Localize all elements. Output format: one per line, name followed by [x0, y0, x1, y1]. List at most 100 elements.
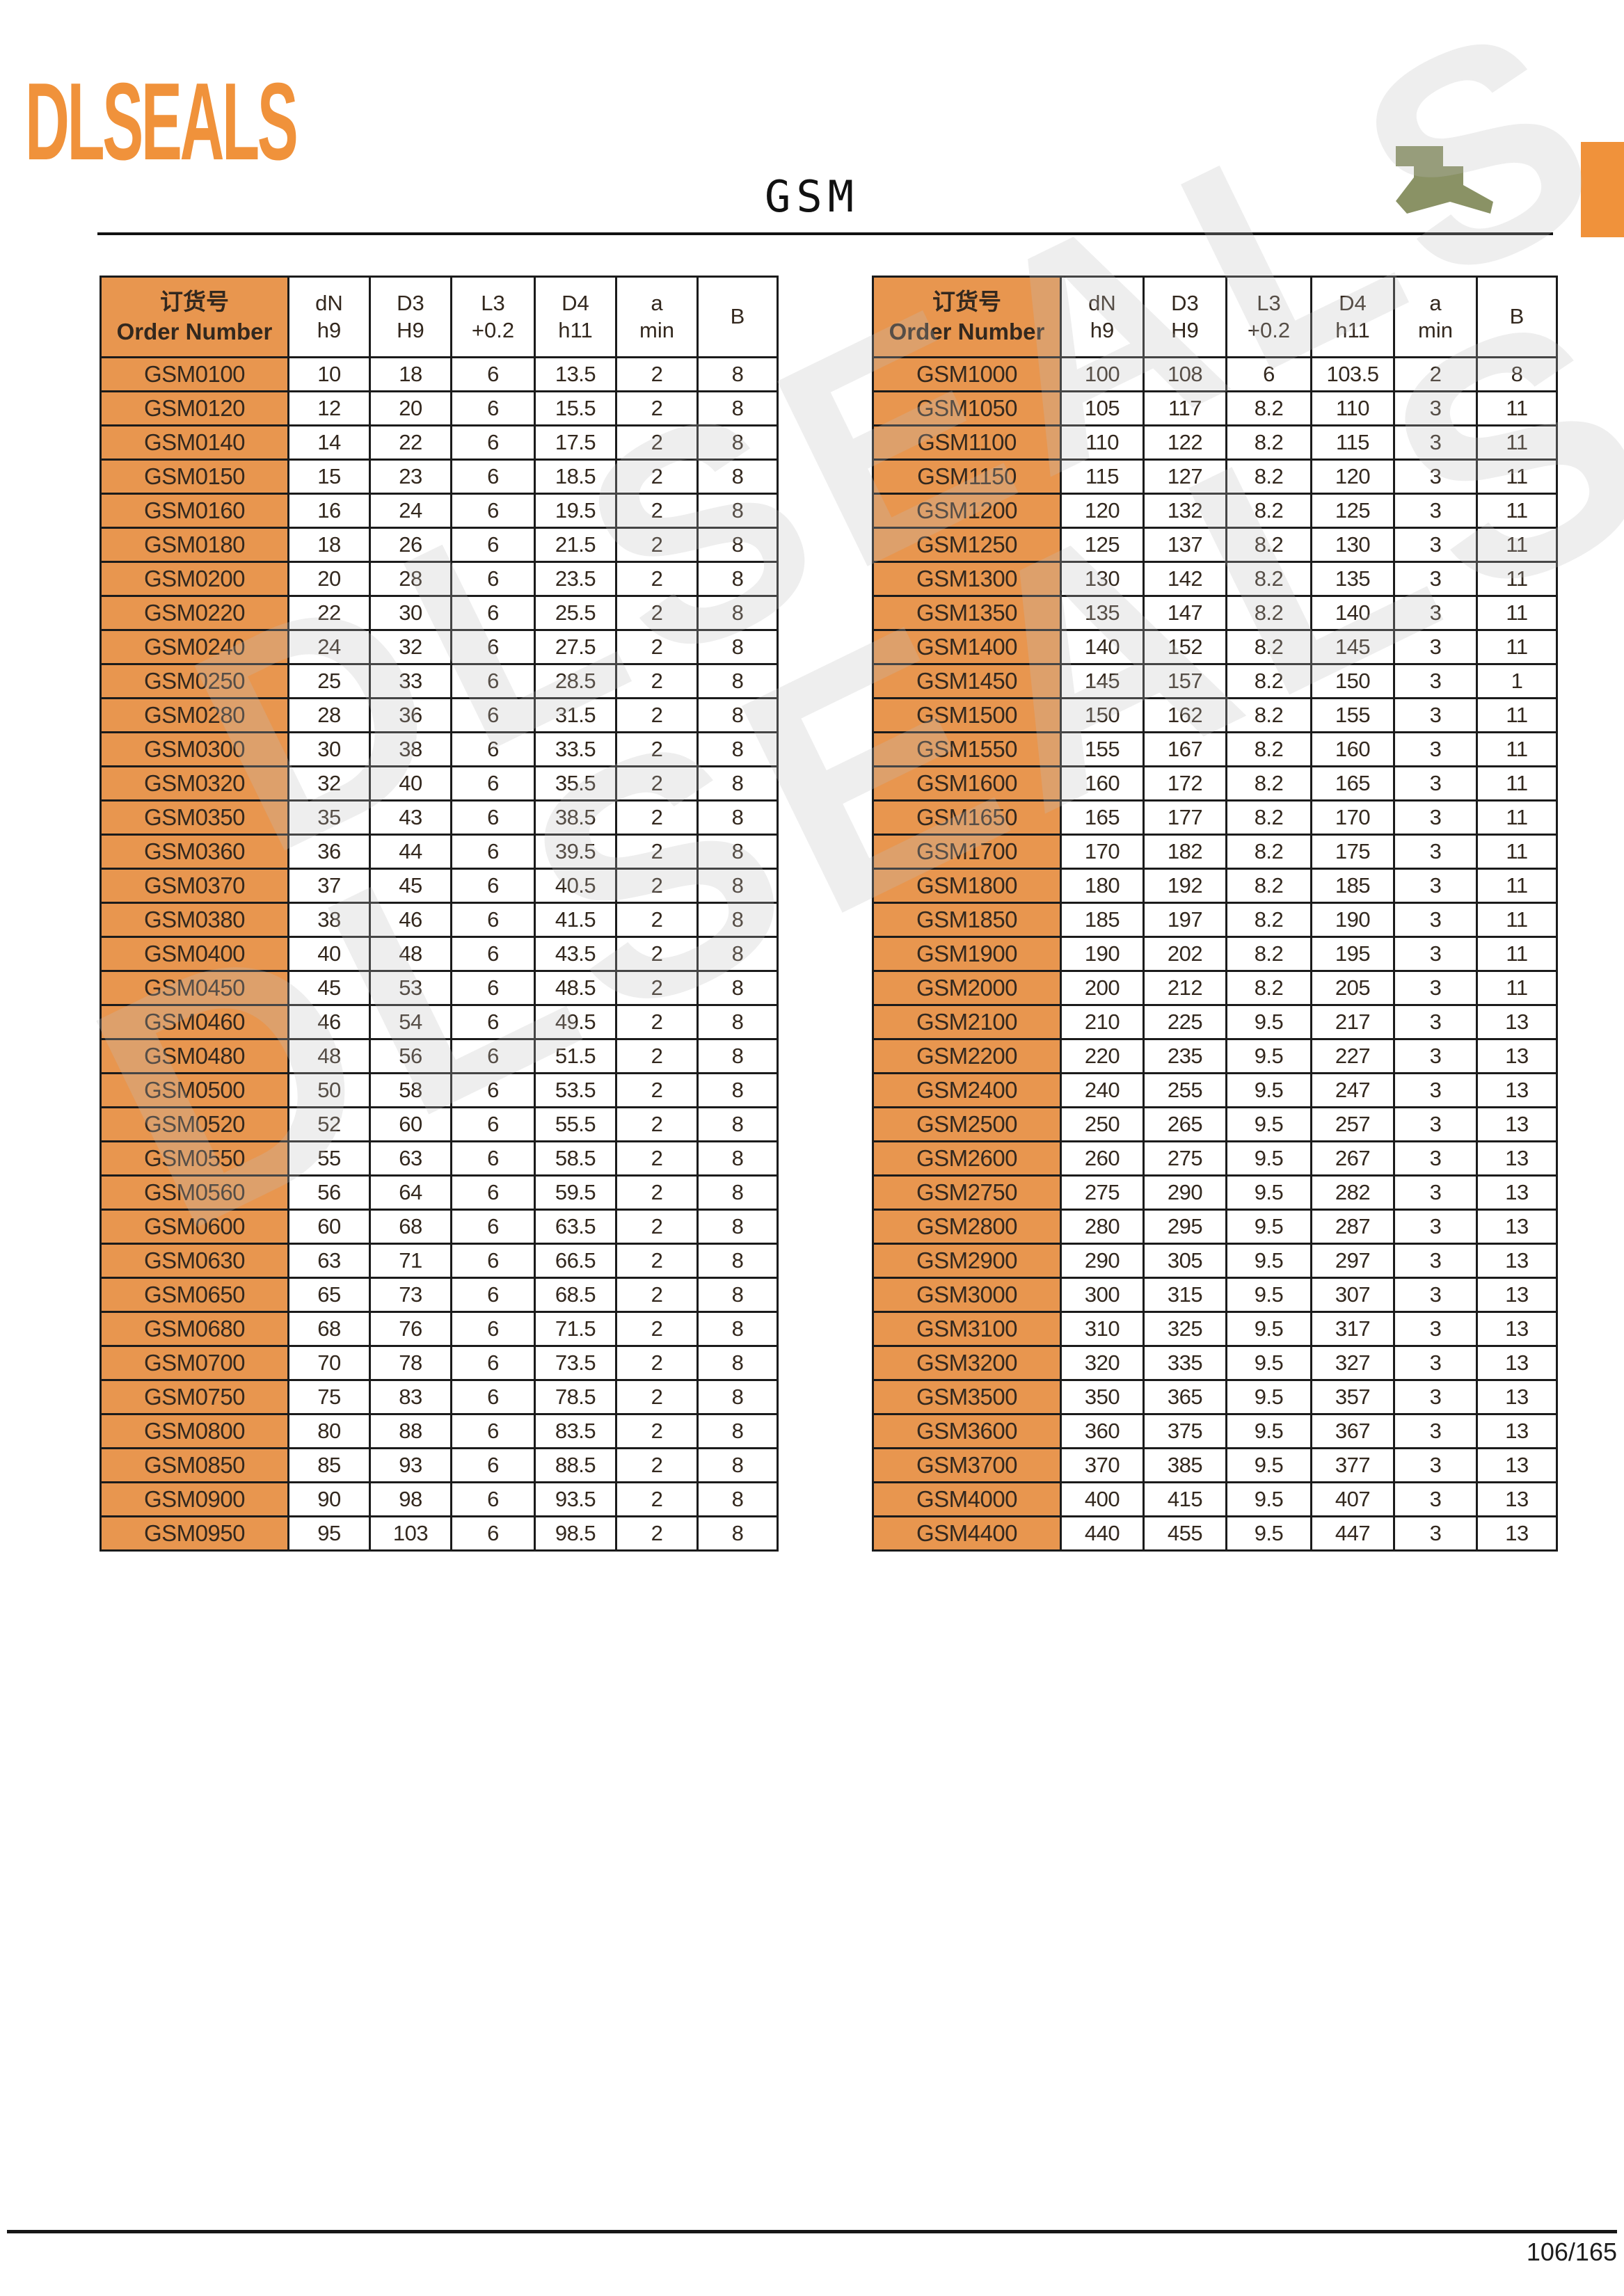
value-cell: 135: [1060, 595, 1145, 631]
value-cell: 15: [287, 459, 371, 495]
order-number-cell: GSM2400: [872, 1072, 1062, 1108]
value-cell: 2: [615, 1243, 699, 1279]
order-number-cell: GSM0850: [99, 1447, 289, 1483]
value-cell: 11: [1476, 527, 1558, 563]
value-cell: 6: [450, 527, 536, 563]
value-cell: 2: [615, 834, 699, 870]
spec-header: D4 h11: [1310, 276, 1395, 358]
spec-header: D3 H9: [1143, 276, 1227, 358]
table-row: GSM2750 275 290 9.5 282 3 13: [872, 1174, 1558, 1211]
order-number-cell: GSM0160: [99, 493, 289, 529]
value-cell: 2: [615, 595, 699, 631]
value-cell: 24: [287, 629, 371, 665]
value-cell: 8: [696, 1209, 779, 1245]
table-row: GSM0350 35 43 6 38.5 2 8: [99, 799, 779, 836]
value-cell: 13: [1476, 1515, 1558, 1552]
order-number-cell: GSM0360: [99, 834, 289, 870]
order-number-cell: GSM2100: [872, 1004, 1062, 1040]
order-number-cell: GSM0500: [99, 1072, 289, 1108]
value-cell: 32: [369, 629, 452, 665]
value-cell: 177: [1143, 799, 1227, 836]
value-cell: 71.5: [534, 1311, 617, 1347]
value-cell: 28: [369, 561, 452, 597]
value-cell: 8: [696, 1345, 779, 1381]
table-row: GSM3500 350 365 9.5 357 3 13: [872, 1379, 1558, 1415]
value-cell: 35: [287, 799, 371, 836]
value-cell: 12: [287, 390, 371, 426]
value-cell: 192: [1143, 868, 1227, 904]
value-cell: 75: [287, 1379, 371, 1415]
value-cell: 6: [450, 1413, 536, 1449]
value-cell: 275: [1060, 1174, 1145, 1211]
table-row: GSM1300 130 142 8.2 135 3 11: [872, 561, 1558, 597]
table-row: GSM1650 165 177 8.2 170 3 11: [872, 799, 1558, 836]
table-row: GSM0140 14 22 6 17.5 2 8: [99, 424, 779, 461]
order-number-cell: GSM1250: [872, 527, 1062, 563]
value-cell: 8: [696, 765, 779, 802]
value-cell: 2: [615, 1277, 699, 1313]
table-row: GSM0520 52 60 6 55.5 2 8: [99, 1106, 779, 1142]
value-cell: 83.5: [534, 1413, 617, 1449]
table-row: GSM1500 150 162 8.2 155 3 11: [872, 697, 1558, 733]
value-cell: 407: [1310, 1481, 1395, 1517]
order-number-cell: GSM0250: [99, 663, 289, 699]
value-cell: 11: [1476, 595, 1558, 631]
order-number-cell: GSM1850: [872, 902, 1062, 938]
table-row: GSM0800 80 88 6 83.5 2 8: [99, 1413, 779, 1449]
value-cell: 130: [1060, 561, 1145, 597]
value-cell: 33: [369, 663, 452, 699]
value-cell: 46: [369, 902, 452, 938]
value-cell: 2: [615, 1345, 699, 1381]
value-cell: 8.2: [1225, 834, 1312, 870]
order-number-cell: GSM4400: [872, 1515, 1062, 1552]
value-cell: 38: [287, 902, 371, 938]
value-cell: 2: [615, 459, 699, 495]
value-cell: 43: [369, 799, 452, 836]
value-cell: 3: [1393, 1515, 1478, 1552]
table-row: GSM0400 40 48 6 43.5 2 8: [99, 936, 779, 972]
value-cell: 22: [369, 424, 452, 461]
value-cell: 13: [1476, 1004, 1558, 1040]
spec-header: L3 +0.2: [450, 276, 536, 358]
value-cell: 31.5: [534, 697, 617, 733]
value-cell: 21.5: [534, 527, 617, 563]
value-cell: 8: [696, 595, 779, 631]
value-cell: 78: [369, 1345, 452, 1381]
value-cell: 20: [287, 561, 371, 597]
value-cell: 6: [450, 1209, 536, 1245]
value-cell: 95: [287, 1515, 371, 1552]
value-cell: 275: [1143, 1140, 1227, 1177]
value-cell: 3: [1393, 1106, 1478, 1142]
order-number-cell: GSM3200: [872, 1345, 1062, 1381]
order-number-cell: GSM2000: [872, 970, 1062, 1006]
value-cell: 13: [1476, 1072, 1558, 1108]
value-cell: 32: [287, 765, 371, 802]
value-cell: 70: [287, 1345, 371, 1381]
value-cell: 6: [450, 834, 536, 870]
value-cell: 3: [1393, 1311, 1478, 1347]
value-cell: 19.5: [534, 493, 617, 529]
order-number-cell: GSM0630: [99, 1243, 289, 1279]
value-cell: 2: [615, 1106, 699, 1142]
value-cell: 8: [696, 834, 779, 870]
value-cell: 415: [1143, 1481, 1227, 1517]
value-cell: 190: [1310, 902, 1395, 938]
value-cell: 25: [287, 663, 371, 699]
value-cell: 375: [1143, 1413, 1227, 1449]
value-cell: 64: [369, 1174, 452, 1211]
value-cell: 8: [696, 1379, 779, 1415]
value-cell: 212: [1143, 970, 1227, 1006]
table-row: GSM1400 140 152 8.2 145 3 11: [872, 629, 1558, 665]
spec-header: dN h9: [287, 276, 371, 358]
table-row: GSM0250 25 33 6 28.5 2 8: [99, 663, 779, 699]
value-cell: 13: [1476, 1311, 1558, 1347]
table-row: GSM0900 90 98 6 93.5 2 8: [99, 1481, 779, 1517]
value-cell: 9.5: [1225, 1004, 1312, 1040]
value-cell: 227: [1310, 1038, 1395, 1074]
value-cell: 11: [1476, 493, 1558, 529]
value-cell: 8: [696, 561, 779, 597]
gsm-table-left: 订货号 Order Number dN h9 D3 H9 L3 +0.2 D4 h11 a min B …: [99, 276, 779, 1552]
order-number-cell: GSM0140: [99, 424, 289, 461]
value-cell: 9.5: [1225, 1140, 1312, 1177]
table-row: GSM4400 440 455 9.5 447 3 13: [872, 1515, 1558, 1552]
